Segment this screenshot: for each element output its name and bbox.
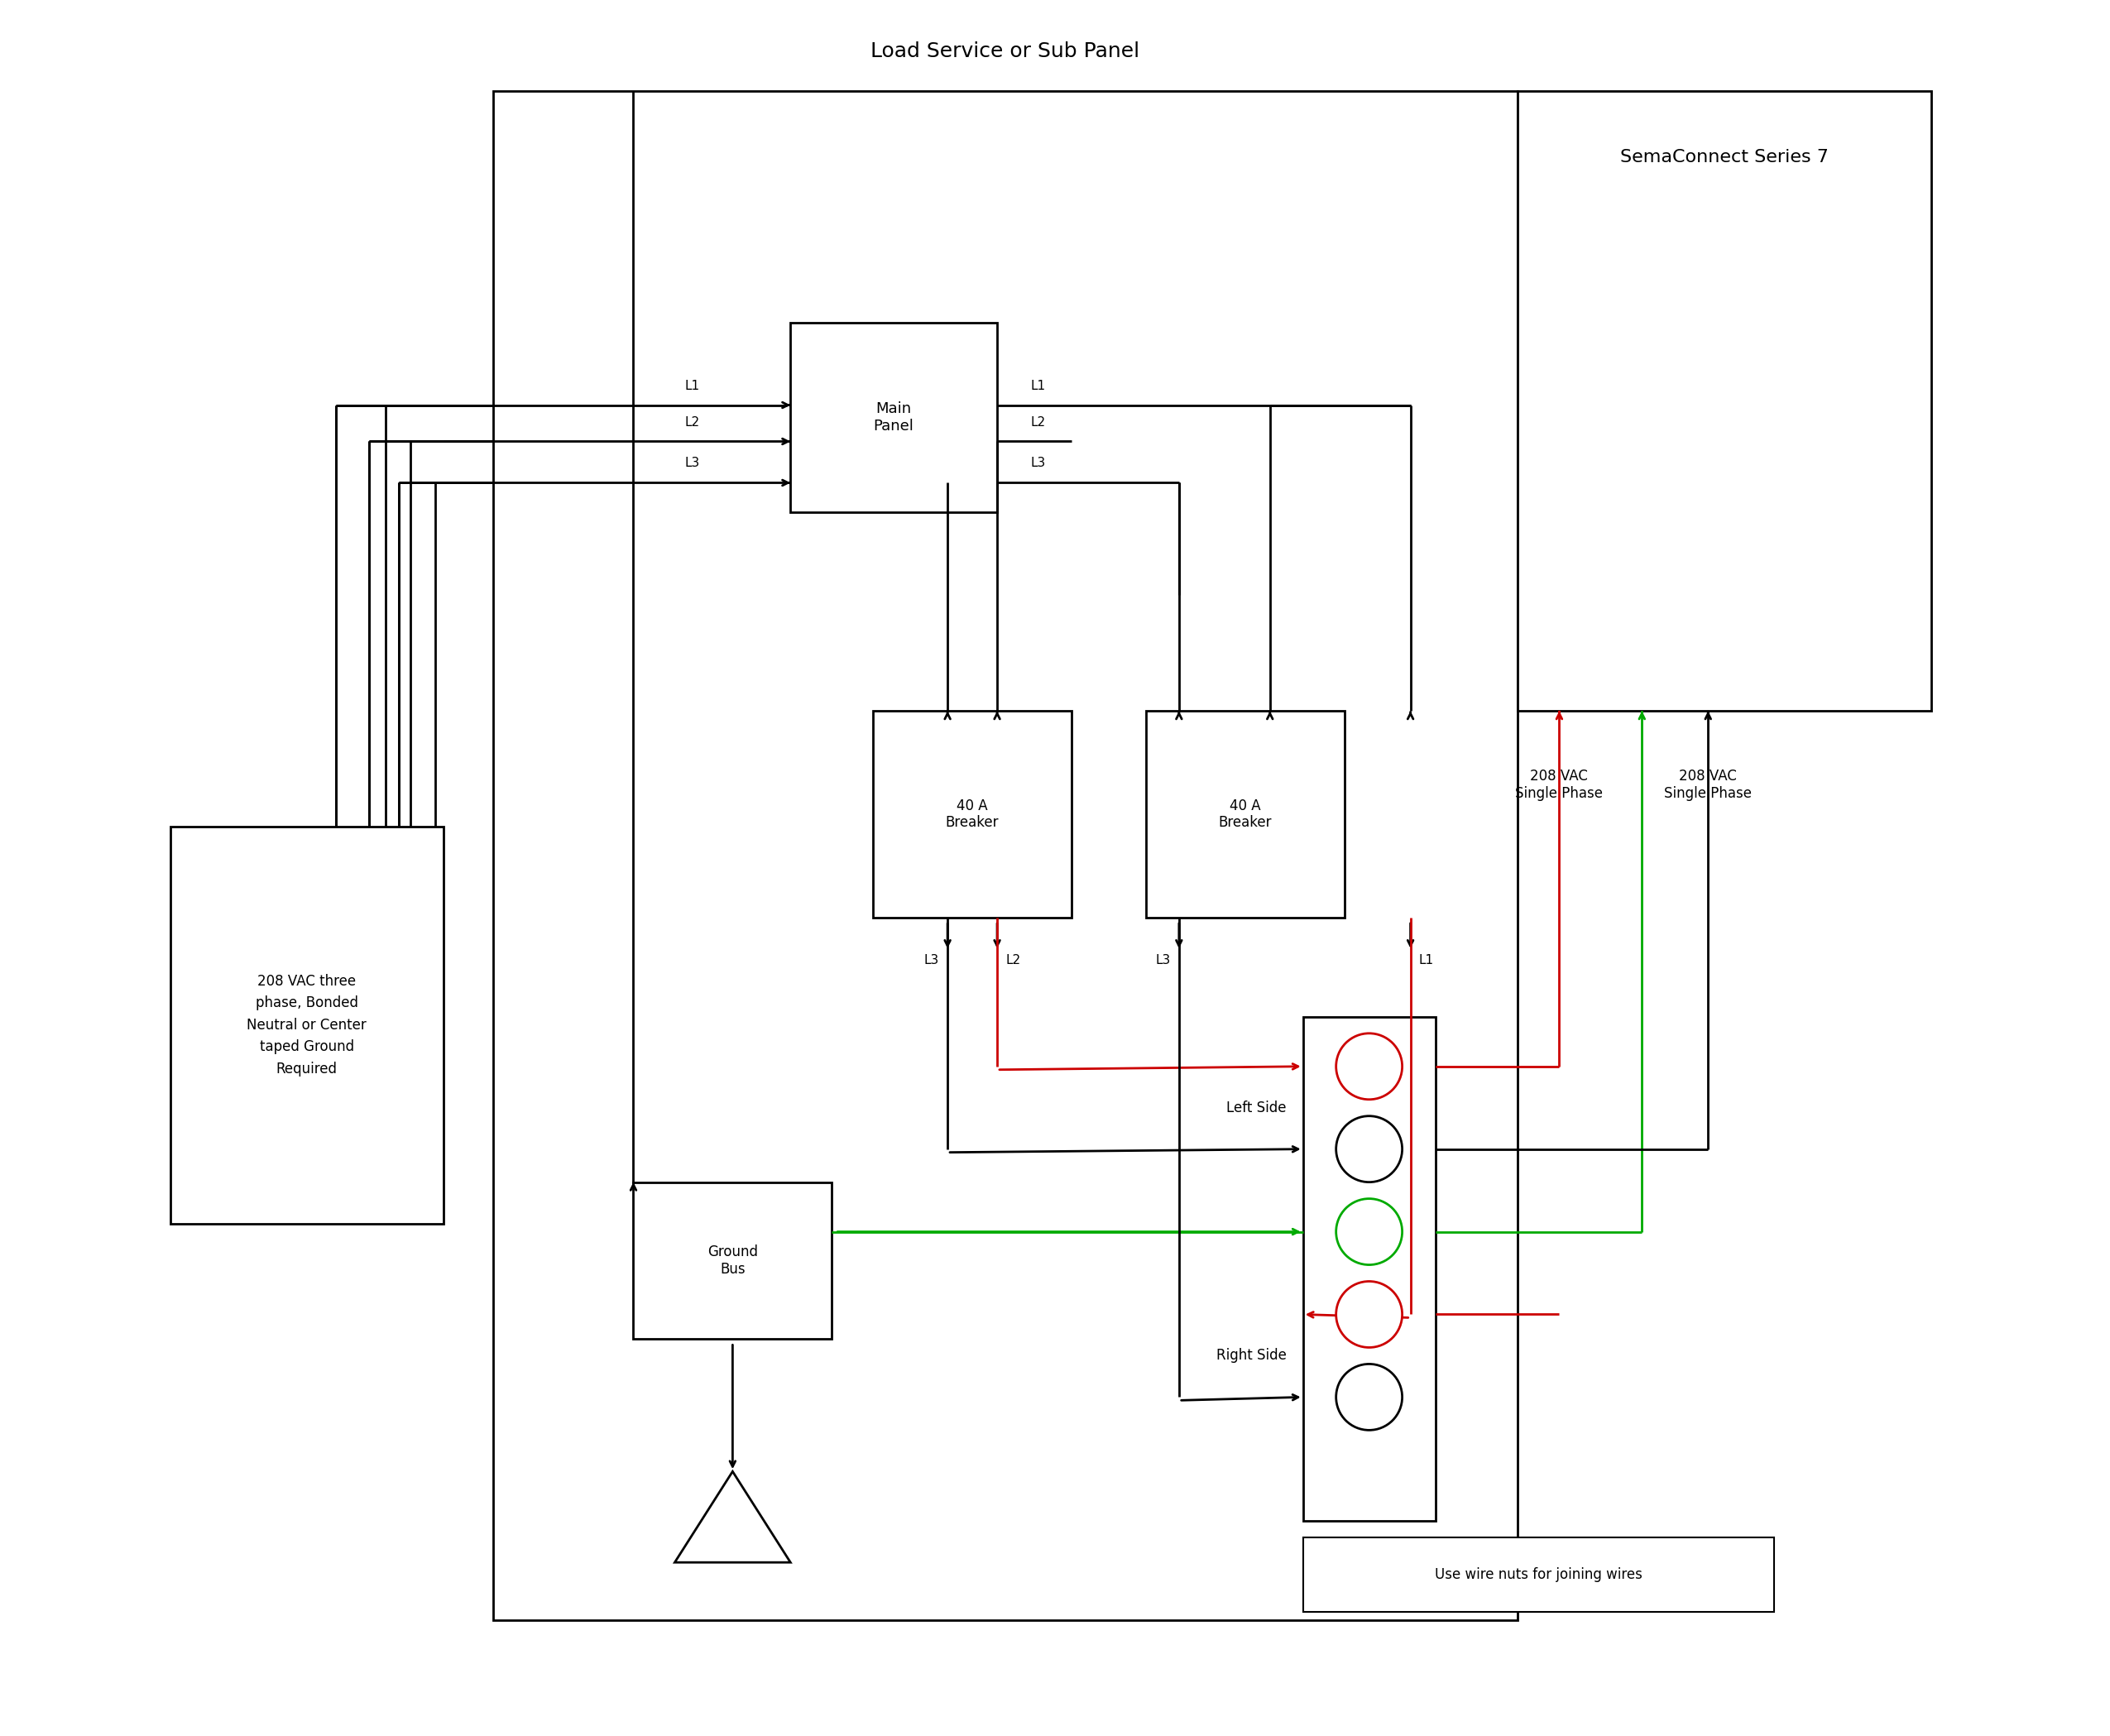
Circle shape [1336, 1364, 1403, 1430]
Text: L2: L2 [1004, 955, 1021, 967]
Text: Ground
Bus: Ground Bus [707, 1245, 757, 1276]
Circle shape [1336, 1198, 1403, 1266]
Circle shape [1336, 1033, 1403, 1099]
Text: L3: L3 [684, 457, 701, 469]
Text: SemaConnect Series 7: SemaConnect Series 7 [1620, 149, 1829, 165]
Circle shape [1336, 1116, 1403, 1182]
Bar [633, 1182, 831, 1338]
Text: Load Service or Sub Panel: Load Service or Sub Panel [871, 42, 1139, 61]
Text: Main
Panel: Main Panel [874, 401, 914, 434]
Text: 40 A
Breaker: 40 A Breaker [1217, 799, 1272, 830]
Text: L1: L1 [1418, 955, 1433, 967]
Text: Right Side: Right Side [1215, 1349, 1287, 1363]
Text: L1: L1 [1030, 380, 1044, 392]
Bar [1304, 1538, 1775, 1613]
Bar [1304, 1017, 1435, 1521]
Text: 40 A
Breaker: 40 A Breaker [945, 799, 998, 830]
Bar [1517, 90, 1931, 712]
Text: L3: L3 [1030, 457, 1044, 469]
Bar [791, 323, 998, 512]
Text: L3: L3 [924, 955, 939, 967]
Text: Use wire nuts for joining wires: Use wire nuts for joining wires [1435, 1568, 1642, 1581]
Bar [494, 90, 1517, 1620]
Text: 208 VAC three
phase, Bonded
Neutral or Center
taped Ground
Required: 208 VAC three phase, Bonded Neutral or C… [247, 974, 367, 1076]
Text: L3: L3 [1156, 955, 1171, 967]
Bar [171, 826, 443, 1224]
Text: 208 VAC
Single Phase: 208 VAC Single Phase [1515, 769, 1604, 800]
Circle shape [1336, 1281, 1403, 1347]
Bar [874, 712, 1072, 918]
Text: L2: L2 [684, 417, 701, 429]
Text: L1: L1 [684, 380, 701, 392]
Text: L2: L2 [1030, 417, 1044, 429]
Text: Left Side: Left Side [1226, 1101, 1287, 1115]
Bar [1146, 712, 1344, 918]
Text: 208 VAC
Single Phase: 208 VAC Single Phase [1665, 769, 1751, 800]
